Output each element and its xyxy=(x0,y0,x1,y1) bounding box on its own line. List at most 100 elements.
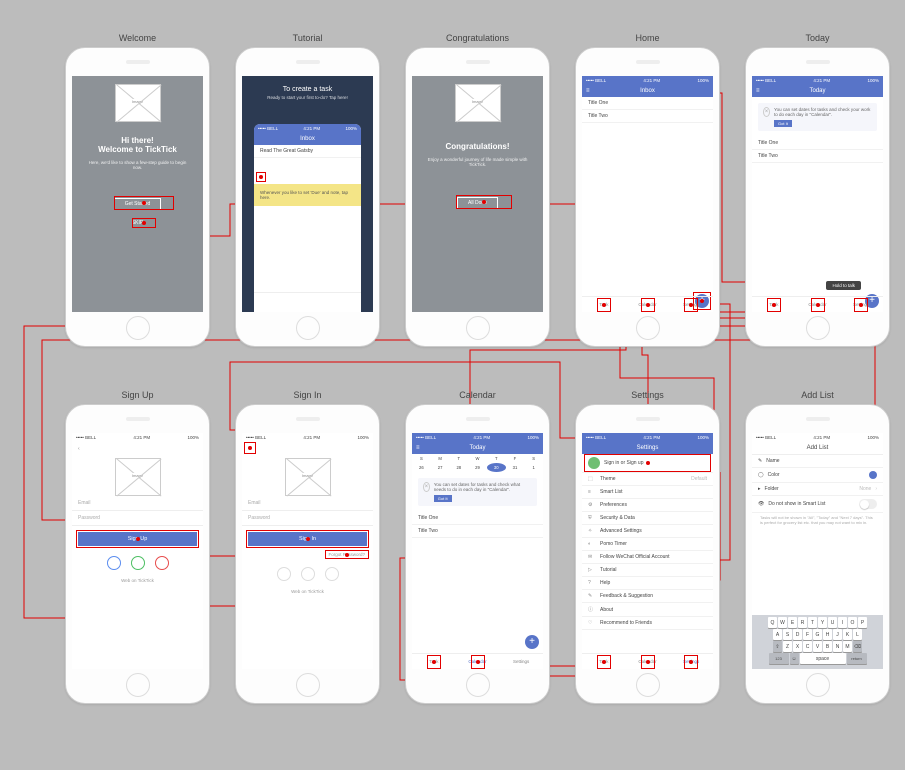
tip-card: × You can set dates for tasks and check … xyxy=(418,478,537,506)
tab-calendar[interactable]: Calendar xyxy=(796,297,840,312)
tab-calendar[interactable]: Calendar xyxy=(626,297,670,312)
screen-addlist: Add List ••••• BELL4:21 PM100% Add List … xyxy=(745,390,890,704)
phone-frame: ••••• BELL4:21 PM100% ≡Today × You can s… xyxy=(745,47,890,347)
task-row[interactable]: Title One xyxy=(582,97,713,110)
signup-button[interactable]: Sign Up xyxy=(78,532,197,546)
phone-frame: Image Hi there! Welcome to TickTick Here… xyxy=(65,47,210,347)
hint-text: Whenever you like to set 'Due' and note,… xyxy=(260,190,348,200)
tab-bar: Task Calendar Settings xyxy=(582,296,713,312)
phone-frame: ••••• BELL4:21 PM100% ≡Today SMTWTFS 262… xyxy=(405,404,550,704)
task-row[interactable]: Title One xyxy=(412,512,543,525)
label: Settings xyxy=(575,390,720,400)
settings-row[interactable]: ⚙Preferences xyxy=(582,499,713,512)
settings-row[interactable]: ✉Follow WeChat Official Account xyxy=(582,551,713,564)
header: ≡Inbox xyxy=(582,85,713,97)
menu-icon[interactable]: ≡ xyxy=(586,88,590,94)
task-row[interactable]: Title One xyxy=(752,137,883,150)
got-it-button[interactable]: Got It xyxy=(774,120,792,127)
settings-row[interactable]: ⛨Security & Data xyxy=(582,512,713,525)
social-icon[interactable] xyxy=(301,567,315,581)
screen-tutorial: Tutorial To create a task Ready to start… xyxy=(235,33,380,347)
task-row[interactable]: Title Two xyxy=(582,110,713,123)
settings-row[interactable]: ♡Recommend to Friends xyxy=(582,617,713,630)
toggle[interactable] xyxy=(859,499,877,509)
signin-button[interactable]: Sign In xyxy=(248,532,367,546)
signin-row[interactable]: Sign in or Sign up xyxy=(582,454,713,473)
screen-welcome: Welcome Image Hi there! Welcome to TickT… xyxy=(65,33,210,347)
email-field[interactable]: Email xyxy=(72,496,203,511)
image-placeholder: Image xyxy=(115,458,161,496)
tab-bar: Task Calendar Settings xyxy=(412,653,543,669)
tab-settings[interactable]: Settings xyxy=(839,297,883,312)
settings-row[interactable]: ≡Smart List xyxy=(582,486,713,499)
name-row[interactable]: ✎Name xyxy=(752,455,883,468)
settings-row[interactable]: ◐Pomo Timer xyxy=(582,538,713,551)
tab-calendar[interactable]: Calendar xyxy=(456,654,500,669)
screen-home: Home ••••• BELL4:21 PM100% ≡Inbox Title … xyxy=(575,33,720,347)
social-row xyxy=(72,556,203,570)
task-row[interactable]: Title Two xyxy=(752,150,883,163)
keyboard[interactable]: QWERTYUIOP ASDFGHJKL ⇧ZXCVBNM⌫ 123 ☺ spa… xyxy=(752,615,883,669)
heading2: Welcome to TickTick xyxy=(80,145,195,154)
settings-row[interactable]: ?Help xyxy=(582,577,713,590)
heading: Hi there! xyxy=(80,136,195,145)
screen-calendar: Calendar ••••• BELL4:21 PM100% ≡Today SM… xyxy=(405,390,550,704)
screen-settings: Settings ••••• BELL4:21 PM100% Settings … xyxy=(575,390,720,704)
social-icon[interactable] xyxy=(107,556,121,570)
settings-row[interactable]: ⓘAbout xyxy=(582,603,713,617)
subtext: Here, we'd like to show a few-step guide… xyxy=(84,160,191,170)
label: Add List xyxy=(745,390,890,400)
tutorial-title: To create a task xyxy=(250,86,365,93)
header: Add List xyxy=(752,442,883,455)
social-icon[interactable] xyxy=(131,556,145,570)
label: Calendar xyxy=(405,390,550,400)
settings-row[interactable]: ▷Tutorial xyxy=(582,564,713,577)
label: Today xyxy=(745,33,890,43)
image-placeholder: Image xyxy=(285,458,331,496)
got-it-button[interactable]: Got It xyxy=(434,495,452,502)
social-icon[interactable] xyxy=(155,556,169,570)
folder-row[interactable]: ▸FolderNone› xyxy=(752,483,883,496)
settings-row[interactable]: ⬚ThemeDefault xyxy=(582,473,713,486)
tab-task[interactable]: Task xyxy=(752,297,796,312)
inner-header: Inbox xyxy=(254,133,361,145)
image-placeholder: Image xyxy=(455,84,501,122)
phone-frame: ••••• BELL4:21 PM100% ‹ Image Email Pass… xyxy=(235,404,380,704)
header: ≡Today xyxy=(412,442,543,454)
add-fab[interactable]: + xyxy=(525,635,539,649)
toggle-row[interactable]: 👁Do not show in Smart List xyxy=(752,496,883,513)
social-row xyxy=(242,567,373,581)
screen-signup: Sign Up ••••• BELL4:21 PM100% ‹ Image Em… xyxy=(65,390,210,704)
tab-settings[interactable]: Settings xyxy=(499,654,543,669)
tab-settings[interactable]: Settings xyxy=(669,654,713,669)
close-icon[interactable]: × xyxy=(763,107,770,117)
label: Tutorial xyxy=(235,33,380,43)
tab-settings[interactable]: Settings xyxy=(669,297,713,312)
tab-task[interactable]: Task xyxy=(582,654,626,669)
settings-row[interactable]: ✧Advanced Settings xyxy=(582,525,713,538)
screen-congrats: Congratulations Image Congratulations! E… xyxy=(405,33,550,347)
forgot-link[interactable]: Forgot Password? xyxy=(242,552,373,557)
label: Congratulations xyxy=(405,33,550,43)
email-field[interactable]: Email xyxy=(242,496,373,511)
weekdays: SMTWTFS xyxy=(412,454,543,463)
close-icon[interactable]: × xyxy=(423,482,430,492)
social-icon[interactable] xyxy=(325,567,339,581)
social-icon[interactable] xyxy=(277,567,291,581)
tab-calendar[interactable]: Calendar xyxy=(626,654,670,669)
color-row[interactable]: ◯Color xyxy=(752,468,883,483)
task-row[interactable]: Title Two xyxy=(412,525,543,538)
tab-bar: Task Calendar Settings xyxy=(752,296,883,312)
heading: Congratulations! xyxy=(420,142,535,151)
password-field[interactable]: Password xyxy=(242,511,373,526)
tab-task[interactable]: Task xyxy=(582,297,626,312)
password-field[interactable]: Password xyxy=(72,511,203,526)
subtext: Enjoy a wonderful journey of life made s… xyxy=(426,157,529,167)
hold-bubble: Hold to talk xyxy=(826,281,861,290)
phone-frame: Image Congratulations! Enjoy a wonderful… xyxy=(405,47,550,347)
label: Welcome xyxy=(65,33,210,43)
phone-frame: ••••• BELL4:21 PM100% Add List ✎Name ◯Co… xyxy=(745,404,890,704)
tab-task[interactable]: Task xyxy=(412,654,456,669)
phone-frame: ••••• BELL4:21 PM100% ≡Inbox Title One T… xyxy=(575,47,720,347)
settings-row[interactable]: ✎Feedback & Suggestion xyxy=(582,590,713,603)
